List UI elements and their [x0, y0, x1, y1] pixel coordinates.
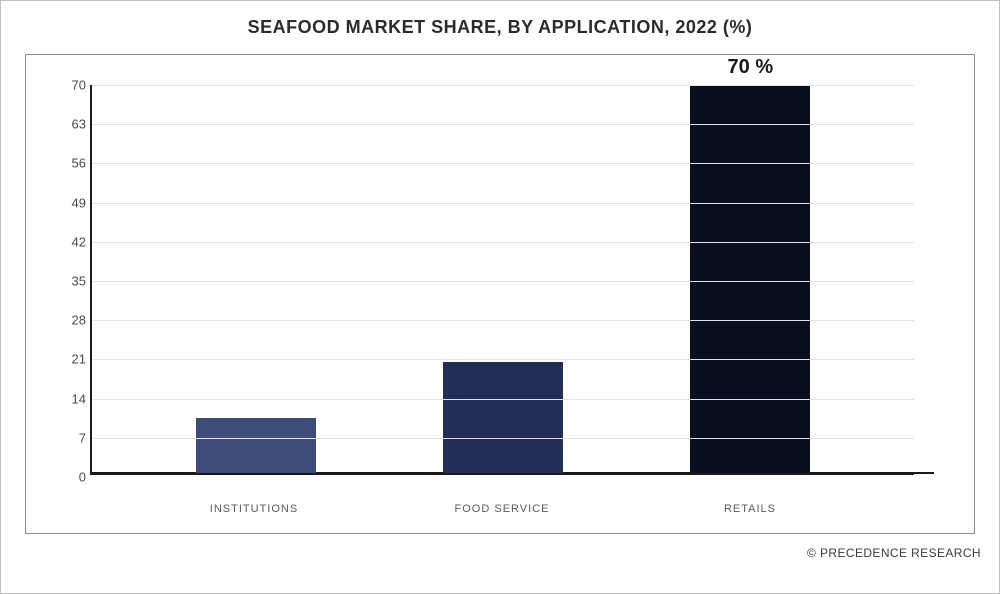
y-tick-label: 56 — [62, 156, 86, 171]
bar-slot — [443, 85, 563, 473]
gridline — [92, 399, 914, 400]
gridline — [92, 242, 914, 243]
plot-frame: 70 % 0 7 14 21 28 35 42 49 56 63 70 INSTITUTIONS FO… — [25, 54, 975, 534]
y-tick-label: 42 — [62, 234, 86, 249]
gridline — [92, 85, 914, 86]
y-tick-label: 0 — [62, 470, 86, 485]
bar — [690, 85, 810, 473]
y-tick-label: 49 — [62, 195, 86, 210]
x-tick-label: FOOD SERVICE — [442, 503, 562, 515]
gridline — [92, 163, 914, 164]
gridline — [92, 438, 914, 439]
x-tick-label: INSTITUTIONS — [194, 503, 314, 515]
bars-group: 70 % — [92, 85, 914, 473]
x-tick-label: RETAILS — [690, 503, 810, 515]
y-tick-label: 35 — [62, 274, 86, 289]
plot-area: 70 % — [90, 85, 914, 475]
y-tick-label: 7 — [62, 430, 86, 445]
bar-value-label: 70 % — [728, 56, 774, 79]
y-tick-label: 14 — [62, 391, 86, 406]
x-axis-ticks: INSTITUTIONS FOOD SERVICE RETAILS — [90, 503, 914, 515]
gridline — [92, 359, 914, 360]
y-tick-label: 63 — [62, 117, 86, 132]
bar-slot — [196, 85, 316, 473]
bar — [443, 362, 563, 473]
bar — [196, 418, 316, 473]
gridline — [92, 281, 914, 282]
y-tick-label: 21 — [62, 352, 86, 367]
chart-title: SEAFOOD MARKET SHARE, BY APPLICATION, 20… — [1, 1, 999, 48]
y-tick-label: 70 — [62, 78, 86, 93]
gridline — [92, 203, 914, 204]
credit-text: © PRECEDENCE RESEARCH — [1, 542, 999, 570]
gridline — [92, 124, 914, 125]
gridline — [92, 320, 914, 321]
chart-container: SEAFOOD MARKET SHARE, BY APPLICATION, 20… — [0, 0, 1000, 594]
bar-slot: 70 % — [690, 85, 810, 473]
y-tick-label: 28 — [62, 313, 86, 328]
